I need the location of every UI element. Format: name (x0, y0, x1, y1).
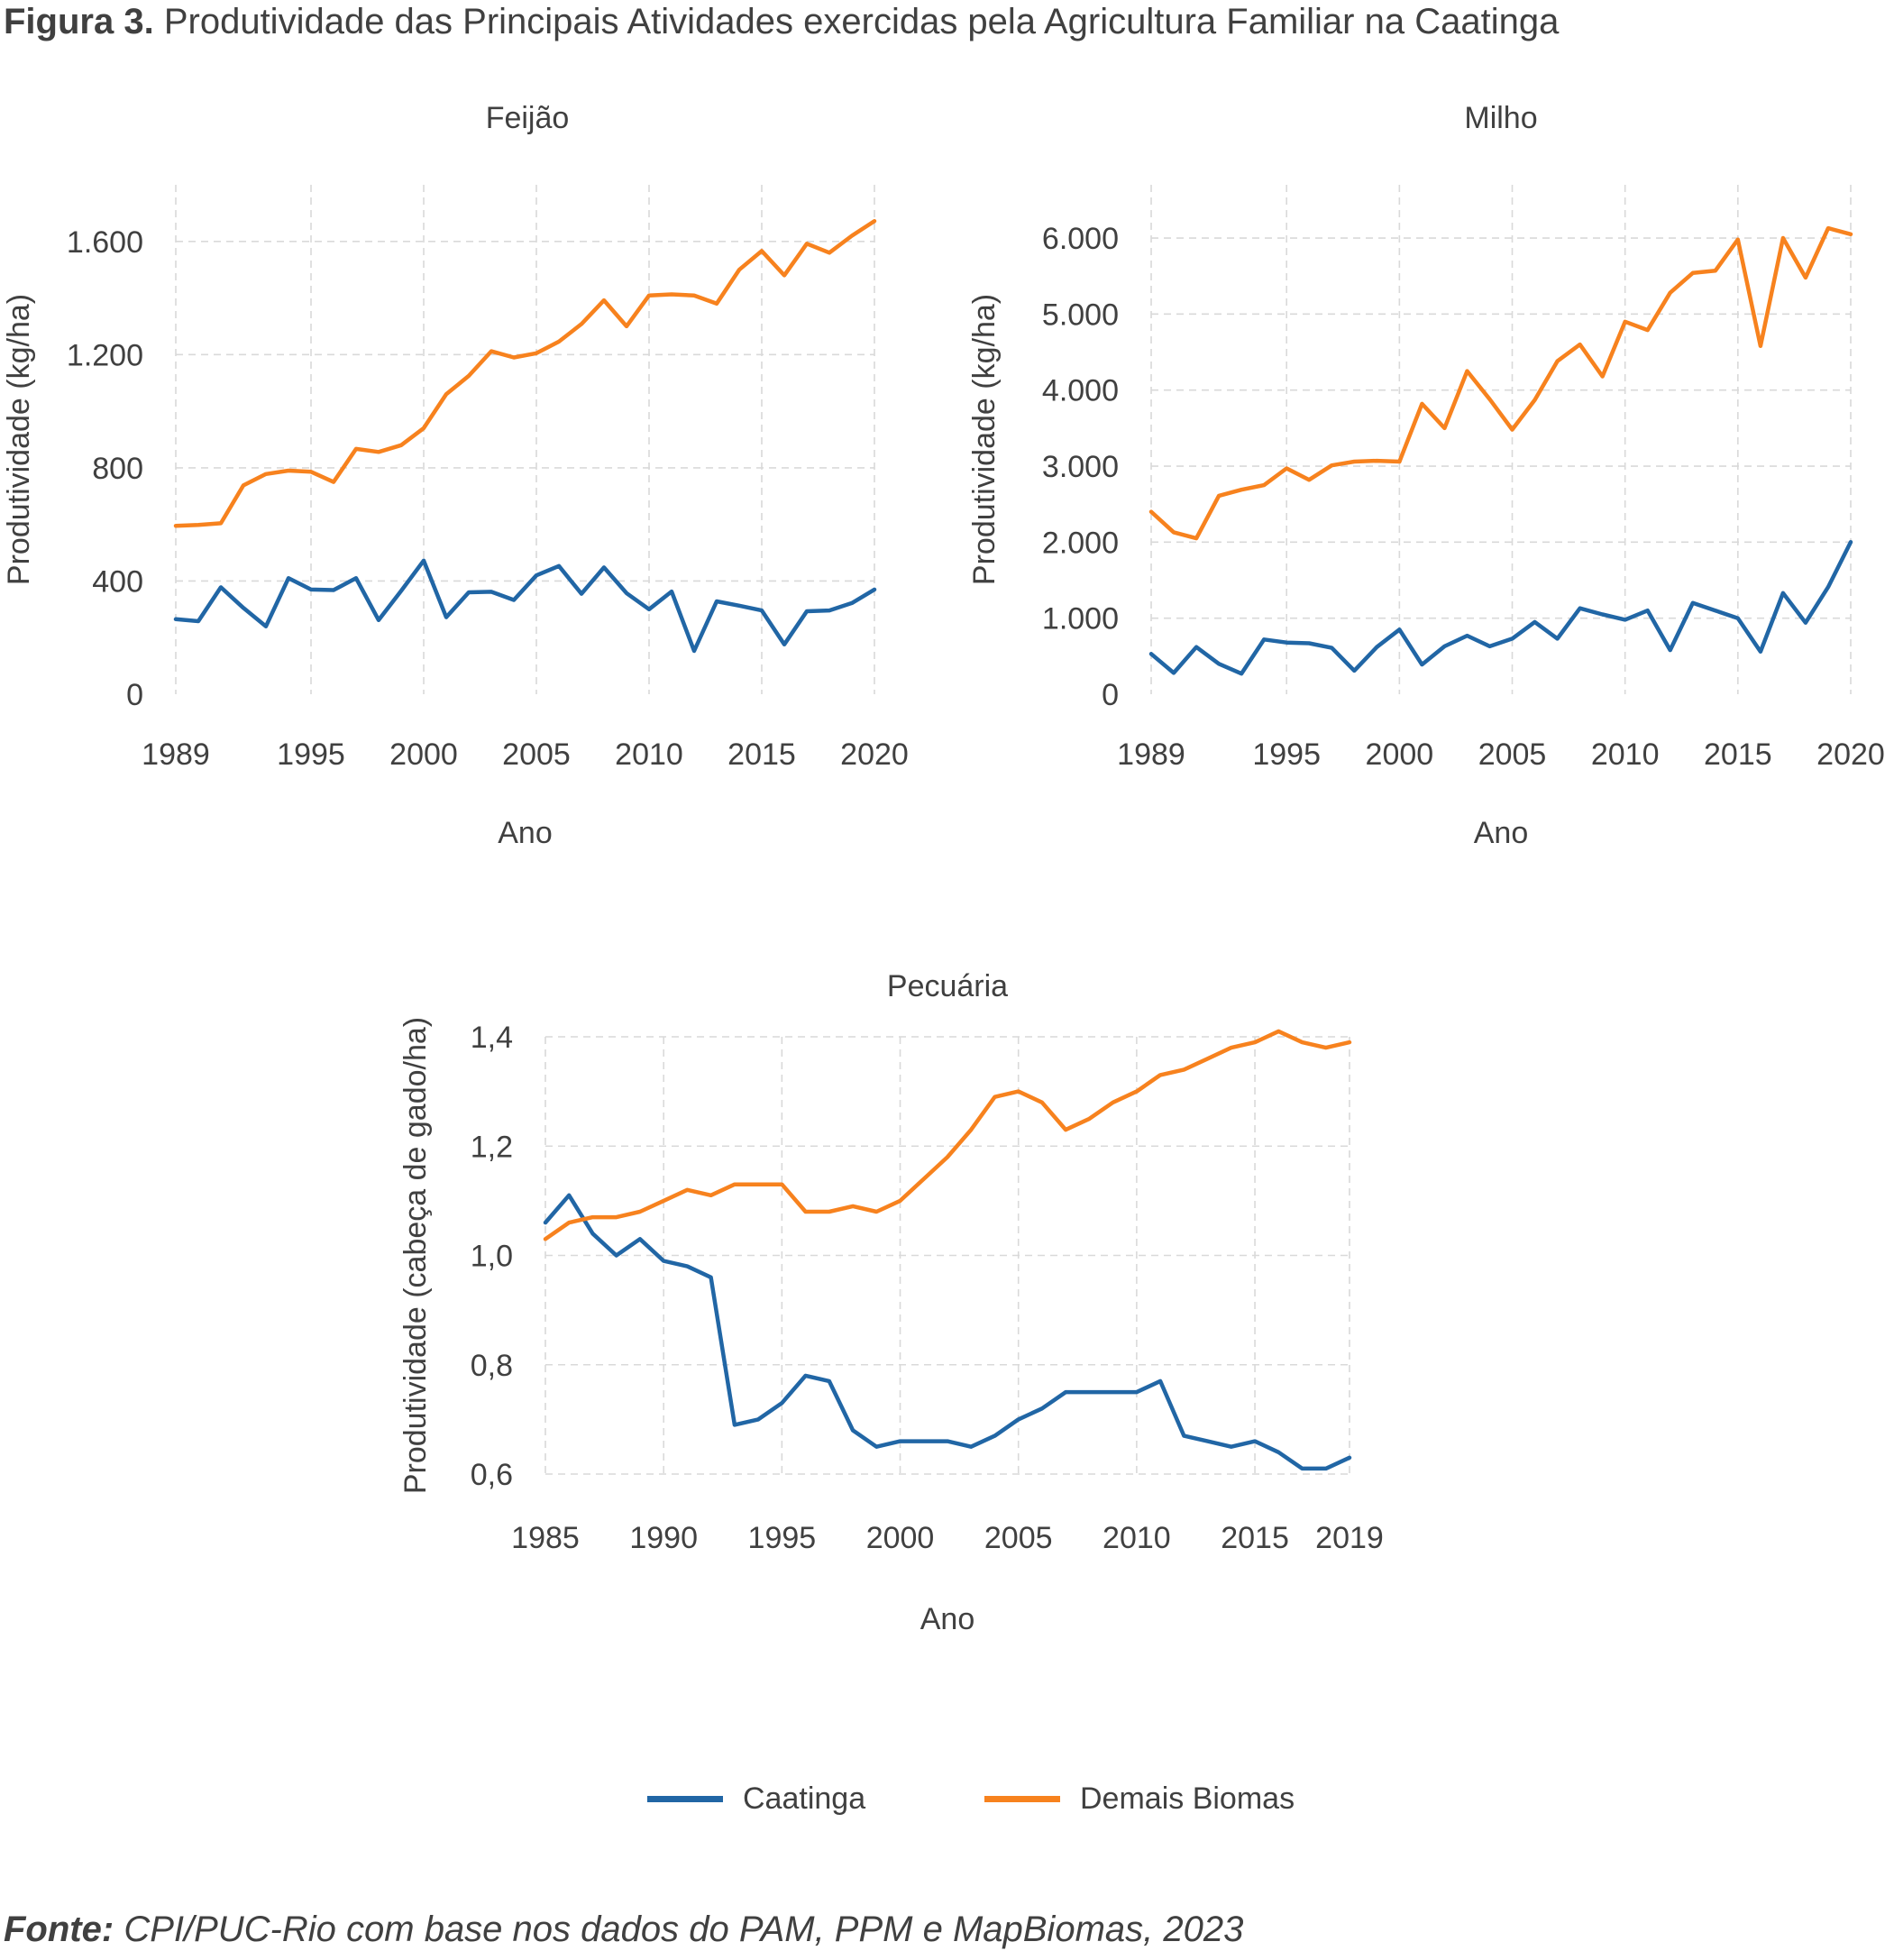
feijao-ytick-label: 1.200 (67, 338, 143, 372)
feijao-xtick-label: 2020 (840, 737, 909, 772)
feijao-series-line-demais-biomas (173, 218, 877, 528)
figure-source-text: CPI/PUC-Rio com base nos dados do PAM, P… (124, 1910, 1244, 1949)
feijao-xtick-label: 2015 (727, 737, 796, 772)
feijao-xtick-label: 1995 (277, 737, 345, 772)
pecuaria-xtick-label: 1995 (748, 1521, 817, 1555)
feijao-xtick-label: 2005 (502, 737, 571, 772)
pecuaria-xtick-label: 2005 (984, 1521, 1053, 1555)
feijao-ytick-label: 800 (92, 452, 143, 486)
figure-title-text: Produtividade das Principais Atividades … (163, 2, 1560, 41)
figure-source: Fonte: CPI/PUC-Rio com base nos dados do… (4, 1910, 1243, 1950)
legend-label-caatinga: Caatinga (743, 1781, 866, 1816)
milho-ytick-label: 6.000 (1042, 222, 1119, 256)
feijao-xtick-label: 1989 (142, 737, 210, 772)
pecuaria-xtick-label: 2010 (1103, 1521, 1171, 1555)
pecuaria-series-line-caatinga (543, 1193, 1352, 1471)
milho-y-axis-label: Produtividade (kg/ha) (967, 294, 1002, 585)
milho-xtick-label: 2015 (1704, 737, 1772, 772)
milho-ytick-label: 2.000 (1042, 526, 1119, 560)
pecuaria-y-axis-label: Produtividade (cabeça de gado/ha) (398, 1017, 433, 1494)
feijao-chart-title: Feijão (486, 101, 570, 135)
pecuaria-xtick-label: 1990 (629, 1521, 698, 1555)
pecuaria-x-axis-label: Ano (920, 1602, 975, 1636)
pecuaria-xtick-label: 2000 (866, 1521, 935, 1555)
milho-chart-title: Milho (1464, 101, 1537, 135)
figure-title: Figura 3. Produtividade das Principais A… (4, 2, 1559, 42)
figure-source-label: Fonte: (4, 1910, 114, 1949)
legend-swatch-demais-biomas (984, 1795, 1060, 1802)
feijao-series-line-caatinga (173, 558, 877, 654)
pecuaria-chart-title: Pecuária (887, 969, 1008, 1003)
milho-ytick-label: 5.000 (1042, 298, 1119, 332)
feijao-xtick-label: 2000 (389, 737, 458, 772)
milho-ytick-label: 4.000 (1042, 374, 1119, 408)
legend-item-caatinga: Caatinga (647, 1772, 865, 1826)
feijao-ytick-label: 0 (126, 678, 143, 712)
milho-xtick-label: 1989 (1117, 737, 1185, 772)
milho-ytick-label: 0 (1102, 678, 1119, 712)
legend-label-demais-biomas: Demais Biomas (1080, 1781, 1295, 1816)
pecuaria-xtick-label: 2015 (1221, 1521, 1289, 1555)
pecuaria-ytick-label: 1,2 (471, 1130, 513, 1164)
milho-xtick-label: 2005 (1478, 737, 1547, 772)
feijao-x-axis-label: Ano (498, 816, 553, 850)
milho-series-line-demais-biomas (1148, 225, 1853, 541)
milho-xtick-label: 1995 (1252, 737, 1321, 772)
pecuaria-ytick-label: 0,6 (471, 1458, 513, 1492)
feijao-ytick-label: 400 (92, 564, 143, 599)
feijao-y-axis-label: Produtividade (kg/ha) (2, 294, 36, 585)
pecuaria-xtick-label: 2019 (1315, 1521, 1384, 1555)
pecuaria-ytick-label: 0,8 (471, 1349, 513, 1383)
milho-ytick-label: 1.000 (1042, 602, 1119, 637)
pecuaria-ytick-label: 1,4 (471, 1021, 513, 1055)
legend-item-demais-biomas: Demais Biomas (984, 1772, 1295, 1826)
milho-x-axis-label: Ano (1474, 816, 1529, 850)
chart-legend: Caatinga Demais Biomas (0, 1772, 1894, 1826)
legend-swatch-caatinga (647, 1795, 723, 1802)
feijao-xtick-label: 2010 (615, 737, 683, 772)
milho-xtick-label: 2000 (1366, 737, 1434, 772)
milho-xtick-label: 2020 (1816, 737, 1885, 772)
pecuaria-xtick-label: 1985 (511, 1521, 580, 1555)
pecuaria-series-line-demais-biomas (543, 1029, 1352, 1241)
figure-label: Figura 3. (4, 2, 154, 41)
milho-xtick-label: 2010 (1591, 737, 1660, 772)
milho-ytick-label: 3.000 (1042, 450, 1119, 484)
milho-series-line-caatinga (1148, 540, 1853, 676)
feijao-ytick-label: 1.600 (67, 225, 143, 260)
pecuaria-ytick-label: 1,0 (471, 1240, 513, 1274)
